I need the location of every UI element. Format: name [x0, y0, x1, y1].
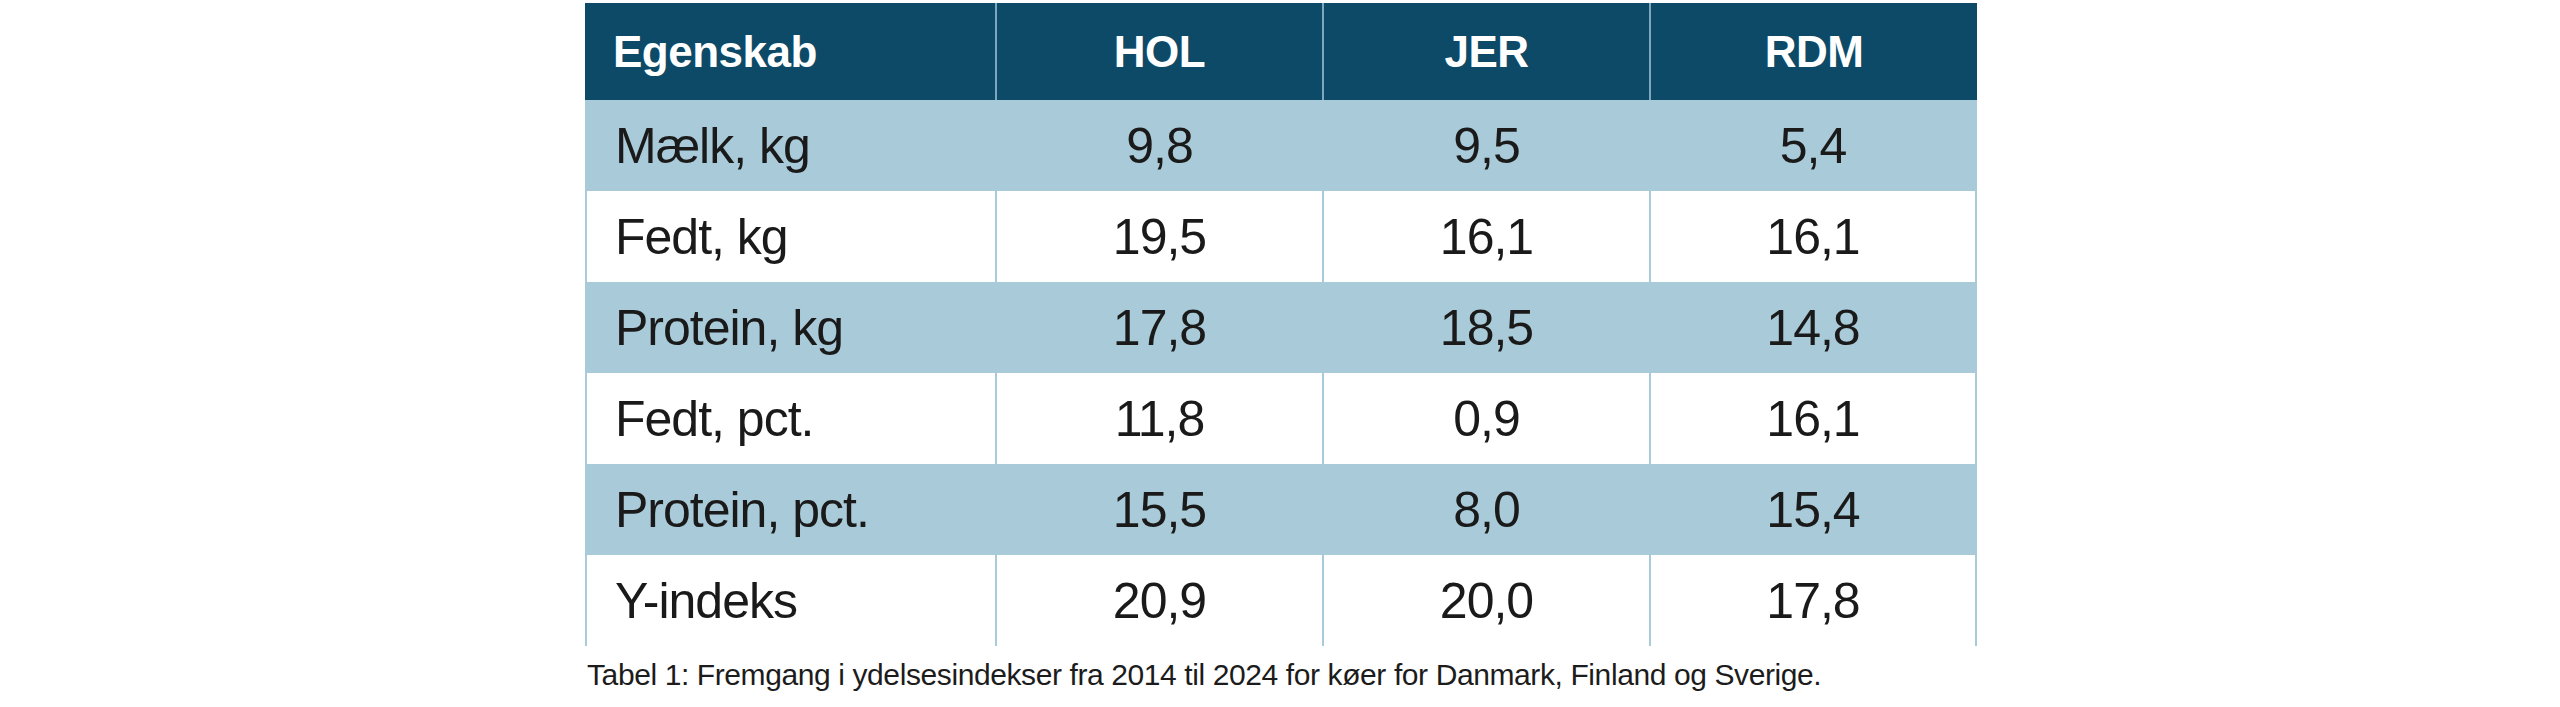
table-header-row: Egenskab HOL JER RDM	[585, 3, 1977, 100]
table-row-y-indeks: Y-indeks 20,9 20,0 17,8	[585, 555, 1977, 646]
table-caption: Tabel 1: Fremgang i ydelsesindekser fra …	[587, 658, 1821, 692]
value-cell: 16,1	[1322, 191, 1649, 282]
value-cell: 15,5	[995, 464, 1322, 555]
header-cell-hol: HOL	[995, 3, 1322, 100]
row-label: Fedt, kg	[585, 191, 995, 282]
value-cell: 9,5	[1322, 100, 1649, 191]
table-row-fedt-pct: Fedt, pct. 11,8 0,9 16,1	[585, 373, 1977, 464]
value-cell: 17,8	[995, 282, 1322, 373]
value-cell: 9,8	[995, 100, 1322, 191]
value-cell: 14,8	[1649, 282, 1977, 373]
header-cell-jer: JER	[1322, 3, 1649, 100]
value-cell: 18,5	[1322, 282, 1649, 373]
row-label: Protein, kg	[585, 282, 995, 373]
value-cell: 15,4	[1649, 464, 1977, 555]
value-cell: 19,5	[995, 191, 1322, 282]
row-label: Protein, pct.	[585, 464, 995, 555]
table-row-protein-kg: Protein, kg 17,8 18,5 14,8	[585, 282, 1977, 373]
table-row-maelk-kg: Mælk, kg 9,8 9,5 5,4	[585, 100, 1977, 191]
value-cell: 16,1	[1649, 373, 1977, 464]
table-row-fedt-kg: Fedt, kg 19,5 16,1 16,1	[585, 191, 1977, 282]
yield-index-table: Egenskab HOL JER RDM Mælk, kg 9,8 9,5 5,…	[585, 3, 1977, 646]
value-cell: 0,9	[1322, 373, 1649, 464]
value-cell: 20,9	[995, 555, 1322, 646]
value-cell: 5,4	[1649, 100, 1977, 191]
value-cell: 8,0	[1322, 464, 1649, 555]
value-cell: 20,0	[1322, 555, 1649, 646]
value-cell: 17,8	[1649, 555, 1977, 646]
table-row-protein-pct: Protein, pct. 15,5 8,0 15,4	[585, 464, 1977, 555]
value-cell: 16,1	[1649, 191, 1977, 282]
value-cell: 11,8	[995, 373, 1322, 464]
header-cell-egenskab: Egenskab	[585, 3, 995, 100]
row-label: Y-indeks	[585, 555, 995, 646]
header-cell-rdm: RDM	[1649, 3, 1977, 100]
row-label: Fedt, pct.	[585, 373, 995, 464]
row-label: Mælk, kg	[585, 100, 995, 191]
